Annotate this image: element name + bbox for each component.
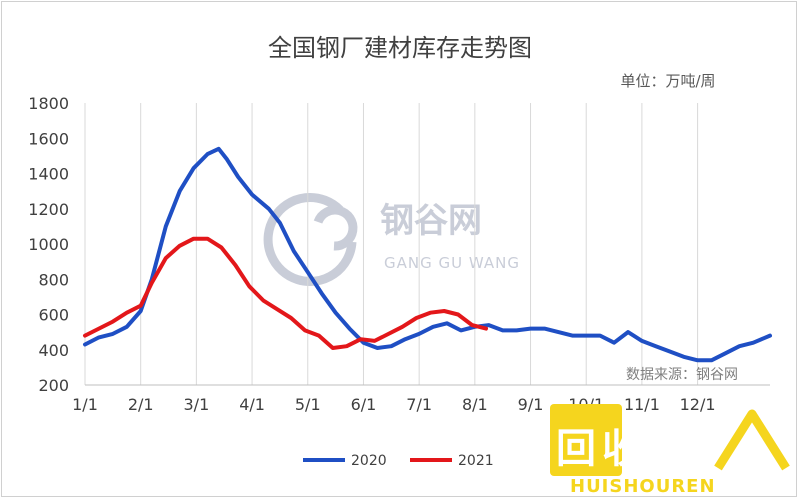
x-tick-label: 9/1 [518, 395, 544, 414]
legend: 2020 2021 [303, 453, 494, 469]
watermark: 钢谷网 GANG GU WANG [263, 192, 520, 286]
legend-label-2021: 2021 [458, 453, 494, 469]
y-tick-label: 1000 [28, 235, 69, 254]
y-tick-label: 1400 [28, 165, 69, 184]
chart-title: 全国钢厂建材库存走势图 [268, 34, 532, 62]
y-tick-label: 400 [38, 341, 69, 360]
site-logo: 回收 HUISHOUREN [540, 402, 798, 498]
y-tick-label: 600 [38, 306, 69, 325]
x-tick-label: 4/1 [239, 395, 265, 414]
logo-cn: 回收 [556, 426, 648, 472]
x-tick-label: 5/1 [295, 395, 321, 414]
grid [84, 103, 699, 385]
watermark-cn: 钢谷网 [380, 201, 482, 241]
logo-mark-icon [714, 409, 790, 471]
series-layer [83, 146, 772, 363]
x-tick-label: 11/1 [624, 395, 660, 414]
y-tick-label: 1800 [28, 94, 69, 113]
x-tick-label: 8/1 [462, 395, 488, 414]
source-note: 数据来源：钢谷网 [626, 367, 738, 383]
y-tick-label: 1600 [28, 129, 69, 148]
x-tick-label: 2/1 [128, 395, 154, 414]
logo-en: HUISHOUREN [570, 476, 716, 497]
y-tick-label: 1200 [28, 200, 69, 219]
x-tick-label: 6/1 [351, 395, 377, 414]
x-tick-label: 1/1 [72, 395, 98, 414]
y-tick-label: 200 [38, 376, 69, 395]
legend-label-2020: 2020 [351, 453, 387, 469]
logo-tile [550, 404, 622, 476]
watermark-en: GANG GU WANG [384, 254, 520, 272]
series-line-2021 [83, 236, 488, 350]
y-tick-label: 800 [38, 270, 69, 289]
x-tick-label: 12/1 [680, 395, 716, 414]
x-tick-label: 3/1 [184, 395, 210, 414]
x-tick-label: 7/1 [406, 395, 432, 414]
series-line-2020 [83, 146, 772, 363]
y-axis: 1800 1600 1400 1200 1000 800 600 400 200 [28, 94, 69, 395]
x-axis: 1/12/13/14/15/16/17/18/19/110/111/112/1 [72, 395, 715, 414]
unit-label: 单位：万吨/周 [620, 72, 715, 90]
watermark-emblem [263, 192, 358, 286]
